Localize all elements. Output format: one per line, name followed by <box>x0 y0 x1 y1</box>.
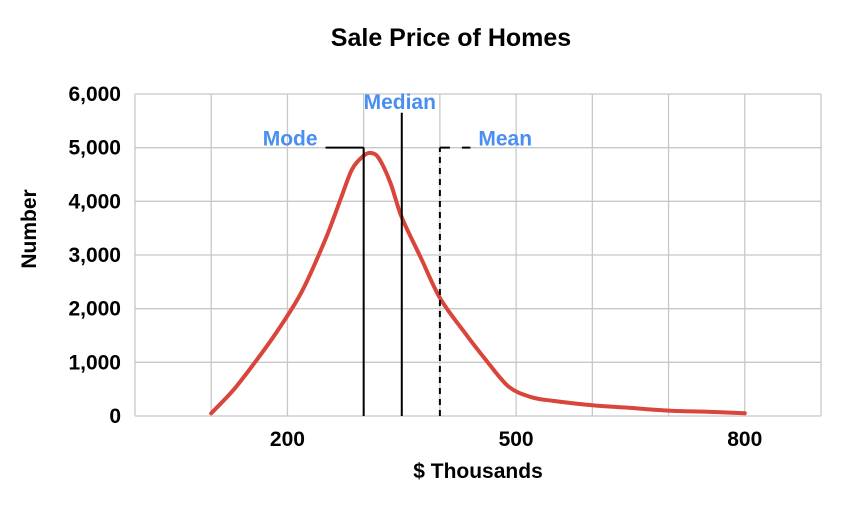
plot-series <box>209 150 747 416</box>
y-tick-label: 1,000 <box>68 351 121 374</box>
median-label: Median <box>364 91 436 114</box>
y-tick-label: 5,000 <box>68 137 121 160</box>
y-tick-label: 6,000 <box>68 83 121 106</box>
x-tick-label: 500 <box>499 428 534 451</box>
y-tick-label: 2,000 <box>68 298 121 321</box>
y-tick-label: 3,000 <box>68 244 121 267</box>
x-axis-label: $ Thousands <box>413 460 543 483</box>
x-tick-labels: 200 500 800 <box>270 428 762 451</box>
y-axis-label: Number <box>18 189 41 268</box>
annotations: Mode Median Mean <box>263 91 532 416</box>
price-distribution-curve <box>209 150 747 416</box>
y-tick-label: 4,000 <box>68 190 121 213</box>
y-tick-labels: 0 1,000 2,000 3,000 4,000 5,000 6,000 <box>68 83 121 428</box>
chart-title: Sale Price of Homes <box>331 24 571 52</box>
mode-label: Mode <box>263 128 318 151</box>
y-tick-label: 0 <box>109 405 121 428</box>
x-tick-label: 200 <box>270 428 305 451</box>
x-tick-label: 800 <box>727 428 762 451</box>
mean-label: Mean <box>478 128 532 151</box>
